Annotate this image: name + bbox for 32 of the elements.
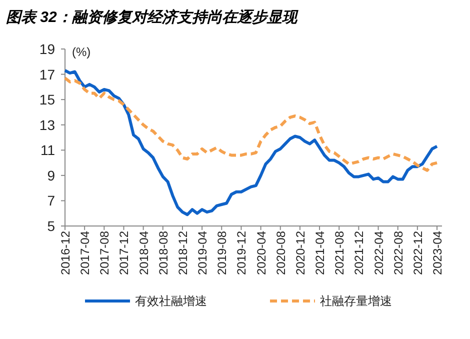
x-tick-label: 2016-12 [58, 230, 72, 276]
x-tick-label: 2020-08 [274, 230, 288, 276]
x-tick-label: 2022-08 [391, 230, 406, 276]
x-tick-label: 2018-08 [156, 230, 170, 276]
y-tick-label: 19 [39, 41, 56, 57]
chart-title: 图表 32：融资修复对经济支持尚在逐步显现 [6, 8, 299, 26]
y-tick-label: 9 [47, 167, 56, 184]
x-tick-label: 2019-08 [215, 230, 230, 276]
x-tick-label: 2018-12 [176, 230, 190, 276]
x-tick-label: 2018-04 [136, 230, 151, 276]
x-tick-label: 2017-04 [78, 230, 92, 276]
x-tick-label: 2021-08 [332, 230, 347, 276]
x-tick-label: 2019-12 [234, 230, 249, 276]
x-tick-label: 2021-12 [352, 230, 366, 276]
x-tick-label: 2021-04 [313, 230, 328, 276]
x-tick-label: 2023-04 [430, 230, 444, 276]
x-tick-label: 2017-08 [98, 230, 112, 276]
y-tick-label: 13 [39, 116, 56, 133]
legend-label: 社融存量增速 [320, 294, 392, 308]
x-tick-label: 2022-12 [410, 230, 425, 276]
y-tick-label: 15 [39, 92, 56, 108]
y-tick-label: 17 [39, 66, 56, 82]
x-tick-label: 2022-04 [372, 230, 386, 276]
legend-label: 有效社融增速 [135, 294, 207, 308]
x-tick-label: 2020-12 [293, 230, 308, 276]
y-axis-title: (%) [72, 45, 91, 59]
x-tick-label: 2019-04 [196, 230, 210, 276]
y-tick-label: 5 [47, 218, 56, 234]
y-tick-label: 7 [47, 192, 56, 209]
y-tick-label: 11 [40, 142, 56, 158]
x-tick-label: 2017-12 [117, 230, 132, 276]
x-tick-label: 2020-04 [254, 230, 268, 276]
